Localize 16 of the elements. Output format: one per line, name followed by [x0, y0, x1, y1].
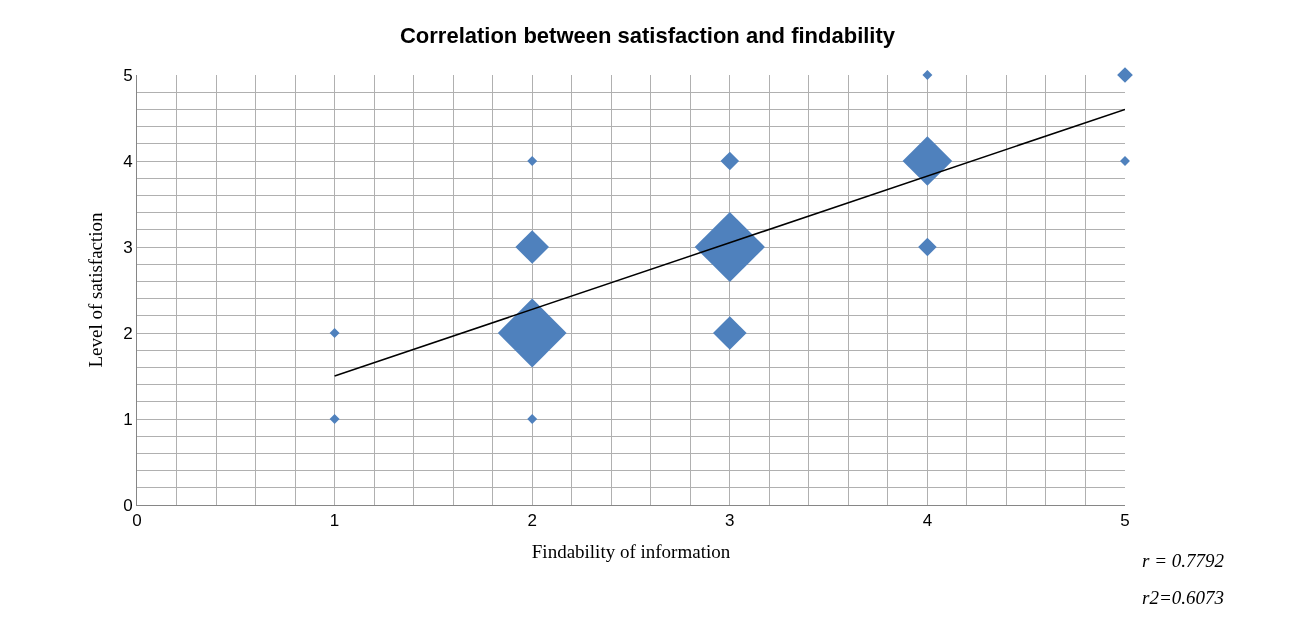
- x-tick-label: 4: [922, 511, 933, 531]
- y-tick-label: 1: [123, 409, 133, 429]
- x-tick-label: 5: [1120, 511, 1130, 531]
- x-tick-label: 2: [527, 511, 537, 531]
- x-axis-title: Findability of information: [531, 541, 731, 563]
- x-tick-label: 3: [725, 511, 735, 531]
- text: r = 0.7792: [1142, 550, 1225, 571]
- y-tick-label: 4: [123, 151, 133, 171]
- chart-title: Correlation between satisfaction and findability: [399, 23, 896, 49]
- text: r2=0.6073: [1142, 587, 1224, 608]
- y-axis-title: Level of satisfaction: [84, 211, 106, 368]
- y-tick-label: 3: [123, 237, 133, 257]
- y-tick-label: 2: [123, 323, 133, 343]
- y-tick-label: 5: [123, 65, 133, 85]
- x-tick-label: 1: [329, 511, 340, 531]
- y-tick-label: 0: [123, 495, 133, 515]
